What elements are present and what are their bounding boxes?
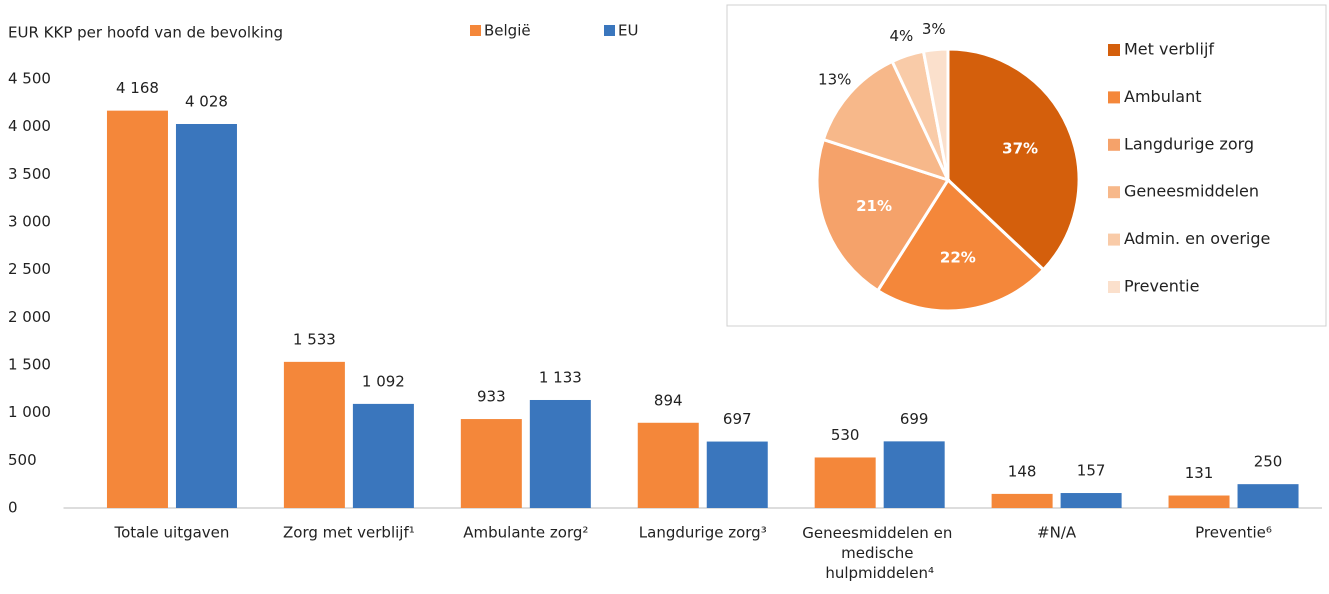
data-label: 894 <box>654 391 683 409</box>
bar <box>637 422 699 508</box>
slice-label: 13% <box>818 71 851 89</box>
x-tick-label: Ambulante zorg² <box>463 524 588 542</box>
data-label: 1 133 <box>539 368 582 386</box>
data-label: 4 028 <box>185 92 228 110</box>
bar <box>106 110 168 508</box>
bar <box>883 441 945 508</box>
legend-swatch <box>470 25 481 36</box>
legend-swatch <box>1108 44 1120 56</box>
y-tick-label: 0 <box>8 499 18 517</box>
data-label: 250 <box>1254 453 1283 471</box>
bar <box>529 399 591 508</box>
bar <box>991 493 1053 508</box>
data-label: 4 168 <box>116 79 159 97</box>
legend-label: Preventie <box>1124 277 1199 296</box>
y-tick-label: 4 000 <box>8 117 51 135</box>
slice-label: 3% <box>922 20 946 38</box>
data-label: 1 533 <box>293 330 336 348</box>
y-tick-label: 2 000 <box>8 308 51 326</box>
legend-label: Geneesmiddelen <box>1124 182 1259 201</box>
pie-slice <box>875 177 1046 313</box>
x-tick-label: Geneesmiddelen en medische hulpmiddelen⁴ <box>802 524 957 582</box>
data-label: 1 092 <box>362 372 405 390</box>
data-label: 933 <box>477 388 506 406</box>
bar <box>1237 484 1299 508</box>
y-tick-label: 3 000 <box>8 213 51 231</box>
data-label: 131 <box>1185 464 1214 482</box>
pie-slice <box>921 47 950 181</box>
y-tick-label: 3 500 <box>8 165 51 183</box>
x-tick-label: #N/A <box>1037 524 1077 542</box>
bar <box>814 457 876 508</box>
bar <box>352 403 414 508</box>
legend-swatch <box>1108 186 1120 199</box>
y-tick-label: 1 500 <box>8 356 51 374</box>
data-label: 148 <box>1008 462 1037 480</box>
y-tick-label: 500 <box>8 451 37 469</box>
x-tick-label: Totale uitgaven <box>114 524 230 542</box>
y-tick-label: 4 500 <box>8 70 51 88</box>
slice-label: 4% <box>889 27 913 45</box>
slice-label: 37% <box>1002 139 1038 157</box>
legend-swatch <box>604 25 615 36</box>
bar <box>283 361 345 508</box>
legend-label: Ambulant <box>1124 87 1202 106</box>
slice-label: 22% <box>940 248 976 266</box>
data-label: 697 <box>723 410 752 428</box>
legend-label: Langdurige zorg <box>1124 134 1254 153</box>
legend-swatch <box>1108 233 1120 246</box>
bar <box>175 123 237 509</box>
x-tick-label: Langdurige zorg³ <box>639 524 767 542</box>
bar <box>1168 495 1230 508</box>
y-tick-label: 2 500 <box>8 260 51 278</box>
y-tick-label: 1 000 <box>8 403 51 421</box>
bar <box>460 419 522 508</box>
legend-swatch <box>1108 138 1120 151</box>
legend-label: Met verblijf <box>1124 40 1214 59</box>
legend-label: Admin. en overige <box>1124 229 1270 248</box>
bar <box>706 441 768 508</box>
pie-slice <box>821 59 951 183</box>
legend-label: België <box>484 22 531 40</box>
data-label: 699 <box>900 410 929 428</box>
bar <box>1060 493 1122 508</box>
pie-slice <box>946 47 1081 272</box>
y-axis-title: EUR KKP per hoofd van de bevolking <box>8 24 283 42</box>
pie-slice <box>815 137 951 293</box>
data-label: 157 <box>1077 462 1106 480</box>
data-label: 530 <box>831 426 860 444</box>
legend-swatch <box>1108 91 1120 104</box>
x-tick-label: Preventie⁶ <box>1195 524 1272 542</box>
legend-label: EU <box>618 22 638 40</box>
legend-swatch <box>1108 281 1120 293</box>
x-tick-label: Zorg met verblijf¹ <box>283 524 415 542</box>
slice-label: 21% <box>856 197 892 215</box>
